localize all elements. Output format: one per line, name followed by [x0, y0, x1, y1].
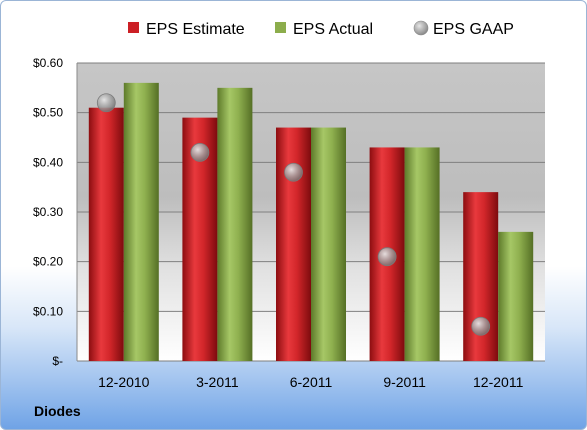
- gaap-marker: [190, 142, 210, 162]
- gaap-marker: [377, 247, 397, 267]
- company-name: Diodes: [34, 403, 81, 419]
- gaap-marker: [471, 316, 491, 336]
- estimate-bar: [88, 107, 124, 361]
- legend-estimate-swatch: [128, 22, 139, 33]
- gaap-markers: [96, 93, 491, 336]
- x-tick-label: 6-2011: [290, 374, 333, 390]
- legend-label: EPS Actual: [293, 21, 373, 38]
- x-axis: 12-2010 3-2011 6-2011 9-2011 12-2011: [98, 374, 523, 390]
- bars: [88, 82, 534, 361]
- y-tick-label: $0.30: [33, 205, 63, 219]
- estimate-bar: [463, 192, 499, 361]
- legend-actual-swatch: [275, 22, 286, 33]
- y-tick-label: $0.20: [33, 255, 63, 269]
- x-tick-label: 9-2011: [383, 374, 426, 390]
- actual-bar: [404, 147, 440, 361]
- y-tick-label: $0.10: [33, 304, 63, 318]
- actual-bar: [217, 87, 253, 361]
- x-tick-label: 3-2011: [196, 374, 239, 390]
- x-tick-label: 12-2011: [473, 374, 524, 390]
- x-tick-label: 12-2010: [98, 374, 150, 390]
- actual-bar: [311, 127, 346, 361]
- y-tick-label: $0.50: [33, 106, 63, 120]
- actual-bar: [123, 82, 159, 361]
- y-axis: $- $0.10 $0.20 $0.30 $0.40 $0.50 $0.60: [33, 56, 78, 368]
- legend-label: EPS Estimate: [146, 21, 245, 38]
- gaap-marker: [284, 162, 303, 182]
- legend: EPS Estimate EPS Actual EPS GAAP: [128, 20, 514, 38]
- y-tick-label: $-: [52, 354, 63, 368]
- legend-gaap-swatch: [413, 20, 429, 36]
- estimate-bar: [276, 127, 311, 361]
- y-tick-label: $0.40: [33, 155, 63, 169]
- actual-bar: [498, 231, 534, 361]
- legend-label: EPS GAAP: [433, 21, 514, 38]
- y-tick-label: $0.60: [33, 56, 63, 70]
- gaap-marker: [96, 93, 116, 113]
